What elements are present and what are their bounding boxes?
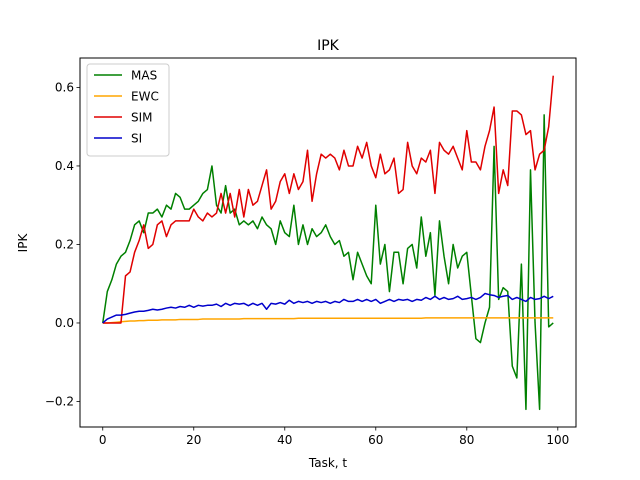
chart-title: IPK (317, 38, 340, 54)
legend-label-sim: SIM (131, 111, 153, 125)
series-line-si (102, 292, 554, 324)
x-tick-label: 100 (546, 433, 569, 447)
y-axis: −0.2 0.0 0.2 0.4 0.6 (45, 80, 80, 408)
legend-label-mas: MAS (131, 69, 157, 83)
legend-box (86, 63, 170, 157)
x-tick-label: 40 (277, 433, 292, 447)
y-tick-label: 0.4 (55, 159, 74, 173)
x-tick-label: 80 (459, 433, 474, 447)
series-line-sim (102, 75, 554, 324)
series-line-mas (102, 114, 554, 411)
x-tick-label: 0 (99, 433, 107, 447)
x-tick-label: 20 (186, 433, 201, 447)
series-line-ewc (102, 317, 554, 324)
y-axis-label: IPK (16, 233, 30, 253)
y-tick-label: 0.6 (55, 80, 74, 94)
plot-frame (79, 57, 577, 428)
y-tick-label: 0.2 (55, 237, 74, 251)
y-tick-label: −0.2 (45, 394, 74, 408)
x-axis: 0 20 40 60 80 100 (99, 427, 569, 447)
x-axis-label: Task, t (308, 456, 348, 470)
legend-label-ewc: EWC (131, 90, 159, 104)
legend: MAS EWC SIM SI (86, 63, 170, 157)
x-tick-label: 60 (368, 433, 383, 447)
legend-label-si: SI (131, 132, 142, 146)
y-tick-label: 0.0 (55, 316, 74, 330)
series-layer (102, 75, 554, 411)
